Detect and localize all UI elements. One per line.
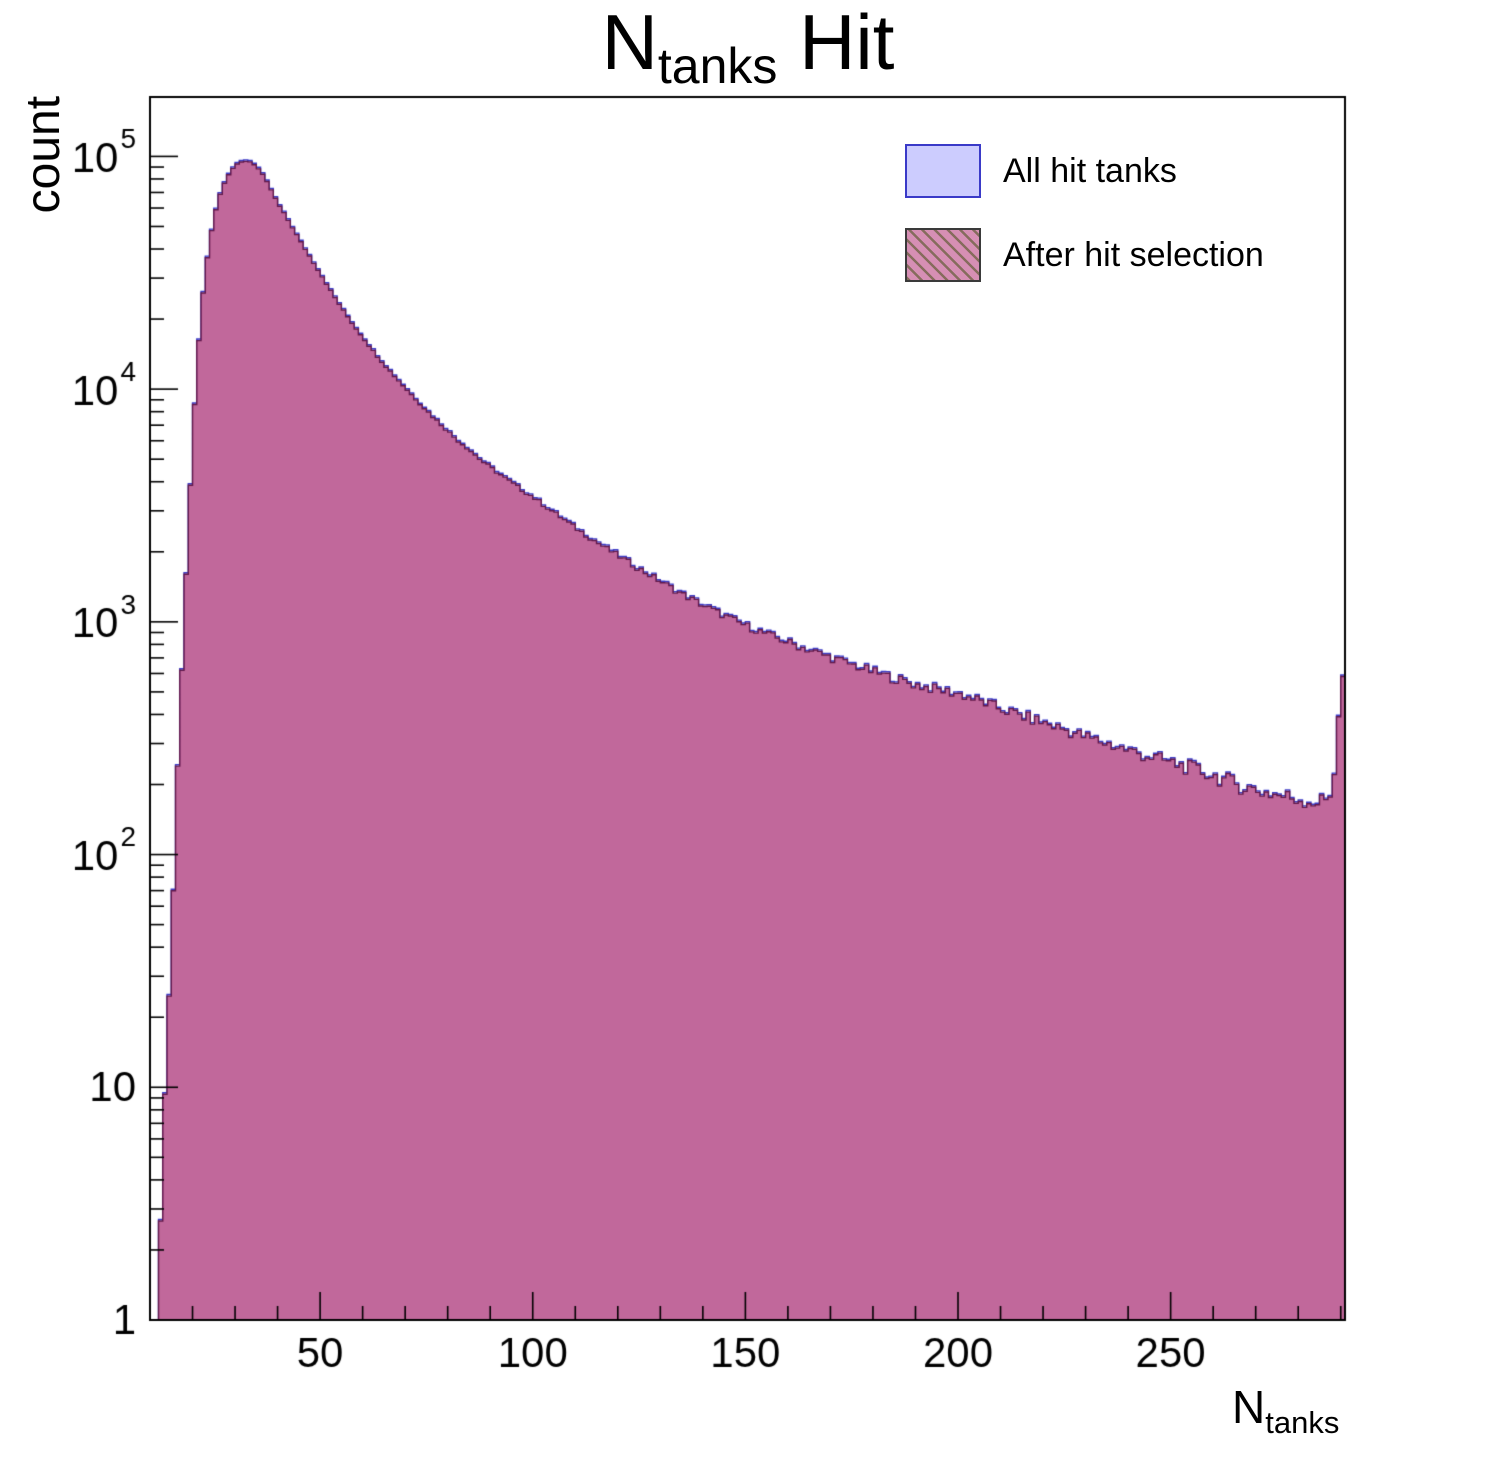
legend-item: All hit tanks (905, 140, 1325, 202)
legend-label: After hit selection (1003, 235, 1264, 274)
chart-title-prefix: N (601, 0, 658, 86)
legend: All hit tanks After hit selection (905, 140, 1325, 308)
chart-title: Ntanks Hit (0, 0, 1496, 94)
legend-swatch-all-hit-tanks (905, 144, 981, 198)
x-axis-title-prefix: N (1232, 1381, 1266, 1433)
legend-item: After hit selection (905, 224, 1325, 286)
chart-title-suffix: Hit (777, 0, 895, 86)
legend-label: All hit tanks (1003, 151, 1177, 190)
x-axis-title-subscript: tanks (1265, 1405, 1340, 1440)
x-axis-title: Ntanks (1232, 1380, 1339, 1441)
legend-swatch-after-hit-selection (905, 228, 981, 282)
y-axis-title: count (17, 96, 70, 214)
chart-title-subscript: tanks (657, 38, 778, 94)
